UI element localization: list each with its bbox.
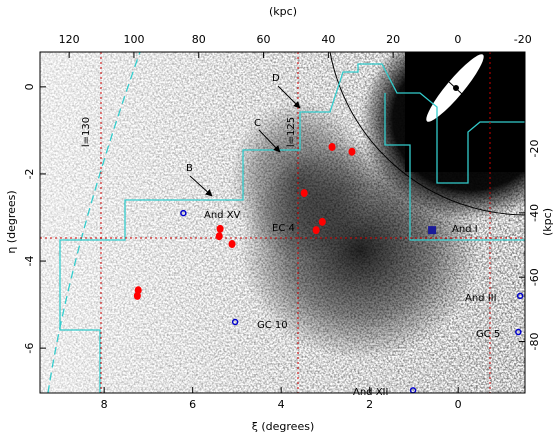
plot-frame [39,51,526,394]
annotation: And XV [204,210,241,221]
y-tick-label: 0 [23,83,36,90]
x2-axis-label: (kpc) [269,5,297,18]
x-tick-label: 4 [278,398,285,411]
x2-tick-label: 20 [386,33,400,46]
cluster-point [133,291,141,300]
object-point [515,328,522,336]
x-tick-label: 8 [101,398,108,411]
cluster-point [312,226,320,235]
x2-tick-label: -20 [514,33,532,46]
annotation: D [272,73,280,84]
annotation: GC 5 [476,329,500,340]
y-tick-label: -6 [23,343,36,354]
cluster-point [300,189,308,198]
annotation: And I [452,224,478,235]
object-point [180,209,187,217]
y2-tick-label: -40 [528,204,541,222]
y-tick-label: -2 [23,168,36,179]
annotation: And XII [353,387,388,398]
cluster-point [228,240,236,249]
cluster-point [348,147,356,156]
y-tick-label: -4 [23,256,36,267]
annotation: l=125 [286,117,297,147]
annotation: GC 10 [257,320,288,331]
y2-axis-label: (kpc) [541,208,554,236]
cluster-point [318,217,326,226]
x2-tick-label: 100 [123,33,144,46]
annotation: And III [465,293,497,304]
y2-tick-label: -80 [528,333,541,351]
cluster-point [216,224,224,233]
y2-tick-label: -20 [528,140,541,158]
object-point [231,318,239,326]
annotation: l=130 [81,117,92,147]
y2-tick-label: -60 [528,268,541,286]
x2-tick-label: 120 [59,33,80,46]
density-map [40,52,525,393]
x2-tick-label: 40 [321,33,335,46]
annotation: C [254,118,261,129]
x-tick-label: 2 [366,398,373,411]
x-tick-label: 0 [455,398,462,411]
cluster-point [328,142,336,151]
object-point [516,292,524,300]
galaxy-point [428,226,437,235]
x2-tick-label: 80 [192,33,206,46]
y-axis-label: η (degrees) [5,190,18,253]
x2-tick-label: 60 [257,33,271,46]
annotation: B [186,163,193,174]
annotation: EC 4 [272,223,295,234]
cluster-point [215,232,223,241]
x-axis-label: ξ (degrees) [252,420,315,433]
x2-tick-label: 0 [454,33,461,46]
x-tick-label: 6 [189,398,196,411]
